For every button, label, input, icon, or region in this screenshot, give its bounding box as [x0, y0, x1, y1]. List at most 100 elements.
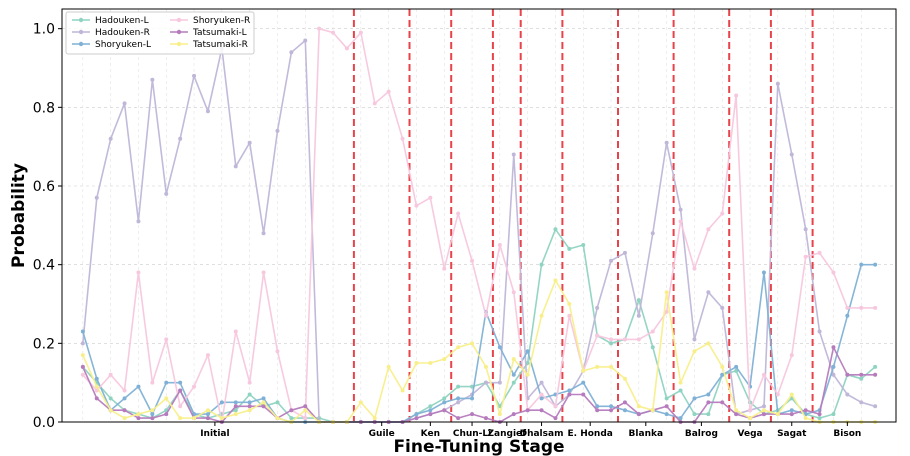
data-point: [122, 408, 127, 413]
data-point: [414, 203, 419, 208]
data-point: [136, 219, 141, 224]
data-point: [247, 380, 252, 385]
data-point: [692, 337, 697, 342]
data-point: [831, 372, 836, 377]
data-point: [595, 364, 600, 369]
data-point: [470, 258, 475, 263]
series-shoryuken-r: [80, 26, 878, 424]
series-line: [82, 279, 876, 423]
data-point: [178, 416, 183, 421]
legend-item: Shoryuken-R: [170, 16, 250, 26]
series-line: [82, 346, 876, 423]
data-point: [831, 345, 836, 350]
stage-label: Chun-Li: [453, 429, 491, 439]
data-point: [456, 416, 461, 421]
data-point: [247, 404, 252, 409]
data-point: [483, 416, 488, 421]
data-point: [622, 376, 627, 381]
data-point: [497, 345, 502, 350]
data-point: [650, 329, 655, 334]
x-axis-title: Fine-Tuning Stage: [393, 437, 564, 456]
data-point: [456, 345, 461, 350]
data-point: [164, 412, 169, 417]
data-point: [289, 408, 294, 413]
legend-marker: [176, 41, 182, 47]
data-point: [275, 400, 280, 405]
legend-label: Hadouken-R: [95, 28, 150, 38]
data-point: [205, 109, 210, 114]
legend-label: Tatsumaki-L: [192, 28, 247, 38]
data-point: [80, 364, 85, 369]
data-point: [775, 412, 780, 417]
data-point: [456, 396, 461, 401]
data-point: [164, 191, 169, 196]
data-point: [233, 400, 238, 405]
data-point: [150, 408, 155, 413]
legend-label: Tatsumaki-R: [192, 40, 248, 50]
data-point: [664, 309, 669, 314]
data-point: [817, 329, 822, 334]
data-point: [720, 372, 725, 377]
stage-label: Balrog: [685, 429, 718, 439]
series-lines: [80, 26, 878, 424]
data-point: [511, 380, 516, 385]
data-point: [372, 416, 377, 421]
data-point: [525, 372, 530, 377]
legend-item: Hadouken-R: [72, 28, 150, 38]
data-point: [80, 329, 85, 334]
data-point: [164, 380, 169, 385]
data-point: [581, 380, 586, 385]
data-point: [122, 396, 127, 401]
data-point: [622, 337, 627, 342]
data-point: [845, 313, 850, 318]
data-point: [122, 416, 127, 421]
data-point: [581, 392, 586, 397]
data-point: [664, 412, 669, 417]
data-point: [692, 349, 697, 354]
data-point: [94, 396, 99, 401]
data-point: [873, 262, 878, 267]
data-point: [372, 101, 377, 106]
data-point: [609, 404, 614, 409]
data-point: [706, 392, 711, 397]
data-point: [636, 298, 641, 303]
data-point: [358, 400, 363, 405]
data-point: [567, 302, 572, 306]
series-tatsumaki-r: [80, 278, 878, 424]
data-point: [664, 290, 669, 295]
data-point: [581, 243, 586, 247]
data-point: [595, 333, 600, 338]
data-point: [178, 404, 183, 409]
data-point: [497, 380, 502, 385]
data-point: [483, 313, 488, 318]
data-point: [678, 207, 683, 212]
data-point: [275, 349, 280, 354]
data-point: [845, 305, 850, 310]
y-tick-label: 1.0: [33, 22, 55, 38]
legend-label: Shoryuken-L: [95, 40, 151, 50]
data-point: [219, 416, 224, 421]
data-point: [553, 278, 558, 283]
data-point: [442, 266, 447, 271]
data-point: [456, 400, 461, 405]
stage-label: Dhalsam: [520, 429, 564, 439]
data-point: [664, 140, 669, 145]
data-point: [692, 266, 697, 271]
data-point: [400, 136, 405, 141]
data-point: [456, 384, 461, 389]
data-point: [609, 341, 614, 346]
stage-label: Bison: [833, 429, 861, 439]
data-point: [636, 337, 641, 342]
legend-item: Tatsumaki-L: [170, 28, 247, 38]
data-point: [428, 408, 433, 413]
data-point: [192, 416, 197, 421]
data-point: [817, 412, 822, 417]
data-point: [734, 408, 739, 413]
data-point: [567, 313, 572, 318]
data-point: [80, 372, 85, 377]
data-point: [511, 357, 516, 362]
y-tick-label: 0.2: [33, 336, 55, 352]
data-point: [789, 408, 794, 413]
data-point: [664, 404, 669, 409]
data-point: [428, 195, 433, 200]
